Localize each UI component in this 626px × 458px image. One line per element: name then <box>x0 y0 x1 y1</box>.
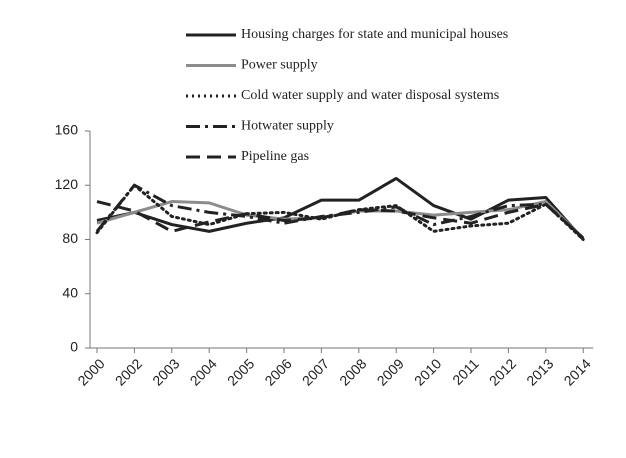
x-tick-label: 2002 <box>112 355 145 388</box>
x-tick-label: 2013 <box>523 355 556 388</box>
x-tick-label: 2012 <box>486 355 519 388</box>
y-tick-label: 0 <box>70 339 78 355</box>
x-tick-label: 2011 <box>449 355 482 388</box>
x-tick-label: 2007 <box>299 355 332 388</box>
x-tick-label: 2006 <box>261 355 294 388</box>
legend-label: Hotwater supply <box>241 119 334 134</box>
series-line <box>96 200 585 240</box>
series-line <box>96 176 585 241</box>
x-tick-label: 2014 <box>561 355 594 388</box>
series-line <box>96 200 585 240</box>
legend-label: Pipeline gas <box>241 149 309 164</box>
x-tick-label: 2008 <box>336 355 369 388</box>
x-tick-label: 2000 <box>74 355 107 388</box>
x-tick-label: 2003 <box>149 355 182 388</box>
y-tick-label: 40 <box>62 284 78 300</box>
y-tick-label: 80 <box>62 230 78 246</box>
legend-label: Cold water supply and water disposal sys… <box>241 88 499 103</box>
x-tick-label: 2009 <box>374 355 407 388</box>
y-tick-label: 160 <box>55 122 79 138</box>
x-tick-label: 2005 <box>224 355 257 388</box>
x-tick-label: 2004 <box>187 355 220 388</box>
legend-label: Power supply <box>241 58 318 73</box>
x-tick-label: 2010 <box>411 355 444 388</box>
y-tick-label: 120 <box>55 176 79 192</box>
legend-label: Housing charges for state and municipal … <box>241 27 508 42</box>
